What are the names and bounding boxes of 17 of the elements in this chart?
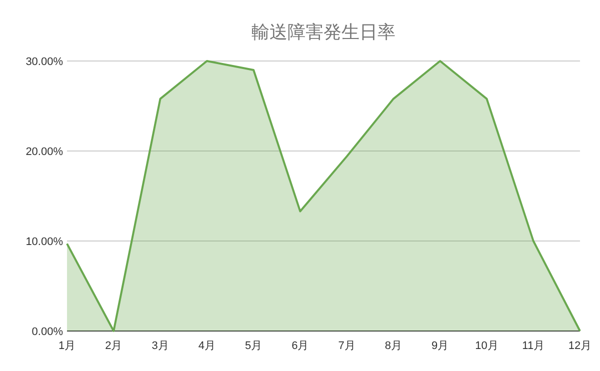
x-tick-label: 2月	[105, 340, 122, 352]
y-tick-label: 20.00%	[26, 146, 64, 158]
y-tick-label: 0.00%	[32, 326, 64, 338]
x-tick-label: 11月	[522, 340, 545, 352]
chart-title: 輸送障害発生日率	[252, 22, 396, 42]
x-tick-label: 6月	[292, 340, 309, 352]
y-tick-label: 10.00%	[26, 236, 64, 248]
x-tick-label: 10月	[475, 340, 498, 352]
x-tick-label: 12月	[568, 340, 592, 352]
x-tick-label: 3月	[152, 340, 169, 352]
x-tick-label: 9月	[432, 340, 449, 352]
x-tick-label: 5月	[244, 340, 262, 352]
x-tick-label: 4月	[198, 340, 216, 352]
x-tick-label: 1月	[58, 340, 76, 352]
y-tick-label: 30.00%	[26, 56, 64, 68]
x-tick-label: 7月	[338, 340, 356, 352]
x-tick-label: 8月	[384, 340, 402, 352]
